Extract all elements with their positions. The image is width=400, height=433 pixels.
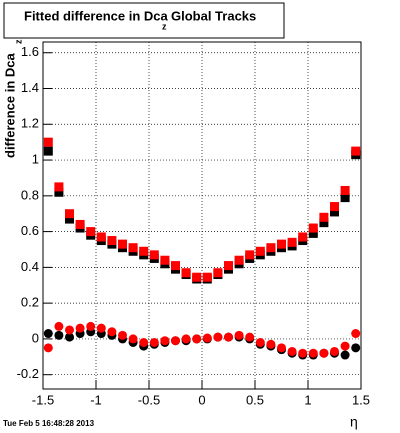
point [43,329,53,339]
point [149,250,159,260]
point [330,202,339,212]
y-tick-label: 1.2 [21,116,39,131]
x-tick-label: -0.5 [138,392,160,407]
point [234,255,244,265]
timestamp: Tue Feb 5 16:48:28 2013 [3,419,95,428]
point [107,327,117,337]
point [149,337,159,347]
point [277,239,286,249]
point [319,212,329,222]
point [234,330,244,340]
point [266,339,276,349]
point [43,146,53,156]
point [139,246,149,256]
x-axis-label: η [350,414,358,430]
point [340,185,350,195]
point [54,182,64,192]
point [287,237,297,247]
point [319,218,329,228]
x-tick-label: 0 [198,392,205,407]
point [319,348,329,358]
point [308,348,318,358]
point [340,193,350,203]
point [181,268,191,278]
point [351,146,361,156]
point [54,187,64,197]
point [107,236,117,246]
point [43,137,53,147]
point [277,343,286,353]
point [65,214,74,224]
point [351,329,361,339]
point [118,330,127,340]
point [43,343,53,353]
point [160,336,170,346]
point [86,321,96,331]
point [245,332,255,342]
point [224,332,233,342]
point [213,268,223,278]
point [255,337,265,347]
point [181,334,191,344]
point [202,272,212,282]
point [266,243,276,253]
title-subscript: z [162,21,167,31]
point [128,334,138,344]
point [213,332,223,342]
point [54,330,64,340]
point [192,272,202,282]
y-tick-label: 0.6 [21,223,39,238]
y-tick-label: 1.4 [21,80,39,95]
x-tick-label: -1.5 [32,392,54,407]
point [65,325,74,335]
point [118,239,127,249]
point [308,228,318,238]
point [139,337,149,347]
point [171,261,180,271]
point [75,219,85,229]
title-box [3,2,285,39]
y-axis-label: difference in Dca [2,52,17,158]
point [75,323,85,333]
point [308,223,318,233]
title-suffix: Global Tracks [171,8,256,23]
point [298,232,308,242]
y-tick-label: 1 [32,151,39,166]
chart-title: Fitted difference in Dca [24,8,169,23]
point [298,348,308,358]
point [340,350,350,360]
point [330,207,339,217]
point [245,250,255,260]
y-tick-label: 1.6 [21,44,39,59]
point [340,341,350,351]
point [287,346,297,356]
point [160,255,170,265]
point [86,227,96,237]
y-tick-label: -0.2 [17,366,39,381]
y-tick-label: 0.4 [21,259,39,274]
x-tick-label: 1 [304,392,311,407]
point [65,209,74,219]
point [54,321,64,331]
y-tick-label: 0.2 [21,295,39,310]
y-tick-label: 0 [32,330,39,345]
point [128,243,138,253]
point [65,332,74,342]
point [202,333,212,343]
x-tick-label: -1 [90,392,102,407]
point [330,346,339,356]
y-axis-label-subscript: z [13,39,23,44]
point [96,232,106,242]
y-tick-label: 0.8 [21,187,39,202]
x-tick-label: 1.5 [352,392,370,407]
point [171,336,180,346]
x-tick-label: 0.5 [246,392,264,407]
point [255,246,265,256]
point [192,334,202,344]
point [224,261,233,271]
point [351,343,361,353]
point [96,323,106,333]
